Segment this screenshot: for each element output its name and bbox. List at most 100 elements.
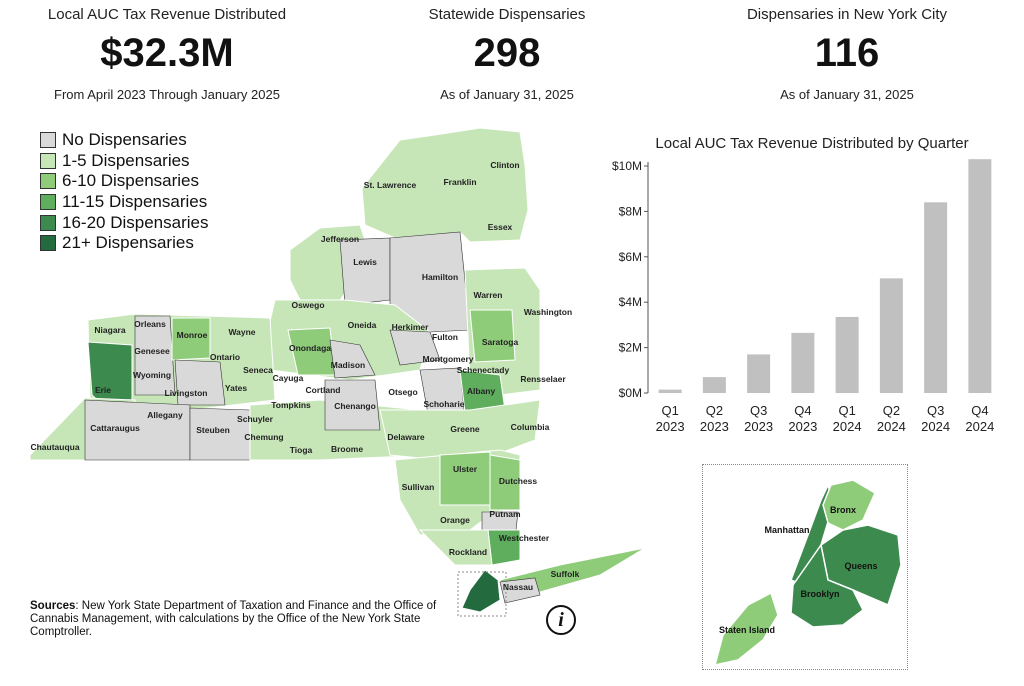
info-icon[interactable]: i (546, 605, 576, 635)
county-label: Schoharie (423, 399, 464, 409)
borough-label: Manhattan (765, 525, 810, 535)
county-label: Wyoming (133, 370, 171, 380)
kpi-note: As of January 31, 2025 (440, 87, 574, 102)
bar (835, 316, 859, 393)
x-tick-label: 2024 (965, 419, 994, 434)
county-region[interactable] (324, 379, 381, 431)
y-tick-label: $2M (619, 341, 642, 355)
kpi-value: 116 (814, 31, 880, 75)
county-label: Jefferson (321, 234, 359, 244)
x-tick-label: Q3 (750, 403, 767, 418)
x-tick-label: 2024 (921, 419, 950, 434)
county-label: Westchester (499, 533, 550, 543)
x-axis: Q12023Q22023Q32023Q42023Q12024Q22024Q320… (656, 403, 995, 434)
kpi-value: 298 (473, 31, 541, 75)
county-label: Broome (331, 444, 363, 454)
legend-label: 11-15 Dispensaries (62, 192, 208, 212)
county-label: Tioga (290, 445, 313, 455)
legend-label: 16-20 Dispensaries (62, 212, 209, 232)
sources-label: Sources (30, 600, 76, 612)
x-tick-label: 2023 (788, 419, 817, 434)
county-label: Schuyler (237, 414, 274, 424)
county-label: Chemung (244, 432, 283, 442)
borough-label: Queens (844, 561, 877, 571)
ny-county-map[interactable]: St. Lawrence Franklin Clinton Essex Jefferso… (0, 0, 660, 686)
borough-brooklyn[interactable] (790, 543, 864, 628)
bar (747, 354, 771, 393)
x-tick-label: 2024 (877, 419, 906, 434)
borough-label: Brooklyn (800, 589, 839, 599)
kpi-value: $32.3M (100, 31, 234, 75)
county-label: Rockland (449, 547, 487, 557)
county-region[interactable] (329, 339, 376, 379)
legend-label: 21+ Dispensaries (62, 233, 194, 253)
county-label: St. Lawrence (364, 180, 417, 190)
county-label: Fulton (432, 332, 458, 342)
y-axis: $0M $2M $4M $6M $8M $10M (612, 159, 649, 400)
county-label: Orleans (134, 319, 166, 329)
legend-swatch (40, 173, 56, 190)
county-label: Franklin (443, 177, 476, 187)
county-label: Essex (488, 222, 513, 232)
county-label: Livingston (165, 388, 208, 398)
county-label: Delaware (387, 432, 425, 442)
x-tick-label: Q2 (883, 403, 900, 418)
nyc-map[interactable]: Bronx Manhattan Queens Brooklyn Staten Islan… (703, 465, 907, 669)
borough-bronx[interactable] (822, 479, 876, 531)
nyc-mini[interactable] (461, 569, 501, 613)
county-region[interactable] (134, 315, 176, 396)
county-label: Niagara (94, 325, 125, 335)
county-label: Orange (440, 515, 470, 525)
county-region[interactable] (174, 359, 226, 406)
county-region[interactable] (389, 329, 441, 366)
county-region[interactable] (379, 399, 541, 461)
legend-item: 6-10 Dispensaries (40, 171, 208, 192)
bar (702, 377, 726, 393)
x-tick-label: 2023 (700, 419, 729, 434)
county-label: Chenango (334, 401, 376, 411)
county-region[interactable] (418, 529, 493, 566)
x-tick-label: 2024 (833, 419, 862, 434)
county-label: Chautauqua (30, 442, 79, 452)
kpi-label: Statewide Dispensaries (428, 6, 586, 23)
county-label: Cayuga (273, 373, 304, 383)
sources-text: : New York State Department of Taxation … (30, 600, 437, 638)
legend-item: No Dispensaries (40, 130, 208, 151)
x-tick-label: 2023 (744, 419, 773, 434)
borough-label: Staten Island (719, 625, 775, 635)
kpi-statewide-dispensaries: Statewide Dispensaries 298 As of January… (357, 6, 657, 102)
bar (658, 389, 682, 393)
county-region[interactable] (489, 454, 521, 511)
kpi-nyc-dispensaries: Dispensaries in New York City 116 As of … (697, 6, 997, 102)
legend-label: 1-5 Dispensaries (62, 150, 190, 170)
county-region[interactable] (339, 237, 391, 306)
legend-label: No Dispensaries (62, 130, 187, 150)
county-region[interactable] (469, 309, 516, 363)
county-label: Rensselaer (520, 374, 566, 384)
county-region[interactable] (171, 317, 211, 361)
county-label: Nassau (503, 582, 533, 592)
y-tick-label: $8M (619, 204, 642, 218)
legend-swatch (40, 194, 56, 211)
x-tick-label: Q1 (838, 403, 855, 418)
x-tick-label: Q1 (661, 403, 678, 418)
county-label: Saratoga (482, 337, 519, 347)
county-region[interactable] (499, 577, 541, 604)
county-region[interactable] (439, 451, 491, 506)
kpi-label: Dispensaries in New York City (746, 6, 948, 23)
nyc-inset: Bronx Manhattan Queens Brooklyn Staten Islan… (702, 464, 908, 670)
county-label: Dutchess (499, 476, 538, 486)
sources-note: Sources: New York State Department of Ta… (30, 600, 440, 639)
y-tick-label: $6M (619, 250, 642, 264)
county-label: Tompkins (271, 400, 311, 410)
county-label: Warren (474, 290, 503, 300)
county-label: Madison (331, 360, 365, 370)
kpi-note: As of January 31, 2025 (780, 87, 914, 102)
x-tick-label: Q4 (794, 403, 811, 418)
county-label: Oneida (348, 320, 377, 330)
legend-swatch (40, 214, 56, 231)
county-label: Seneca (243, 365, 273, 375)
county-label: Ulster (453, 464, 478, 474)
legend-item: 16-20 Dispensaries (40, 212, 208, 233)
borough-staten-island[interactable] (713, 591, 779, 666)
